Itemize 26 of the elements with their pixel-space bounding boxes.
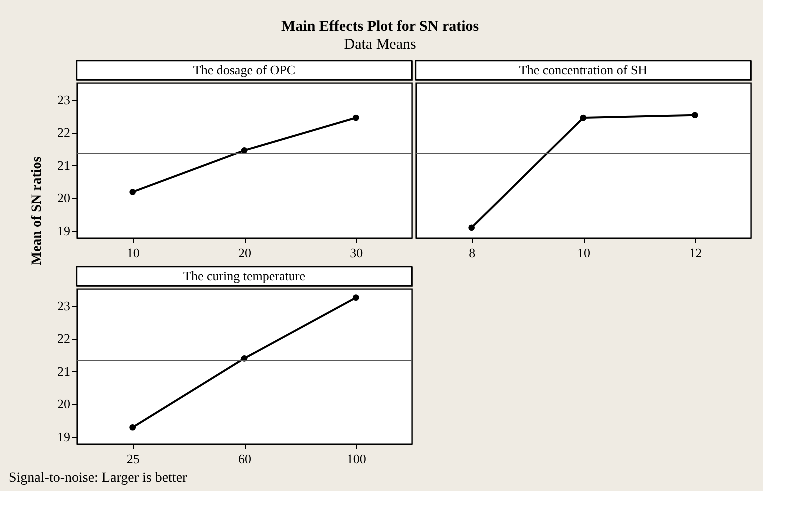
- x-tick-label: 100: [346, 452, 366, 466]
- y-tick-label: 22: [58, 331, 70, 346]
- y-tick-label: 20: [58, 396, 70, 412]
- x-tick-label: 20: [238, 246, 252, 260]
- y-tick-label: 23: [58, 92, 70, 108]
- y-tick-label: 19: [58, 223, 70, 238]
- text: Signal-to-noise: Larger is better: [9, 471, 188, 486]
- y-tick-label: 19: [58, 429, 70, 444]
- text: Data Means: [344, 36, 416, 53]
- x-tick-label: 30: [350, 246, 364, 260]
- x-tick-label: 8: [469, 246, 476, 260]
- y-tick-label: 21: [58, 364, 70, 379]
- text: Mean of SN ratios: [30, 156, 45, 266]
- y-tick-label: 23: [58, 298, 70, 314]
- chart-title: The curing temperature: [184, 268, 306, 284]
- x-tick-label: 60: [238, 452, 252, 466]
- x-tick-label: 12: [689, 246, 702, 260]
- chart-title: The concentration of SH: [519, 62, 648, 78]
- x-tick-label: 10: [578, 246, 590, 260]
- text: Main Effects Plot for SN ratios: [281, 18, 480, 35]
- chart-title: The dosage of OPC: [193, 62, 296, 78]
- x-tick-label: 25: [126, 452, 140, 466]
- y-tick-label: 20: [58, 190, 70, 206]
- y-tick-label: 21: [58, 158, 70, 173]
- y-tick-label: 22: [58, 125, 70, 140]
- x-tick-label: 10: [126, 246, 140, 260]
